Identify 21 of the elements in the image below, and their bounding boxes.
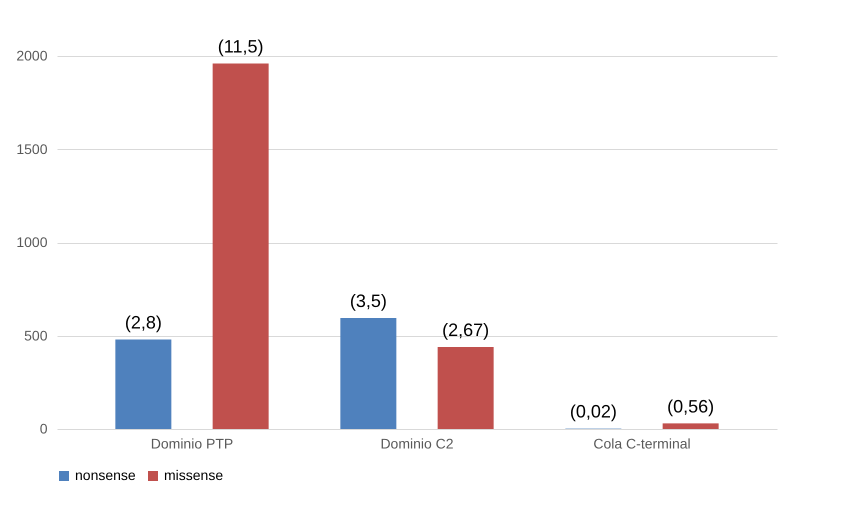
bar xyxy=(438,346,494,429)
annotation: (2,67) xyxy=(442,320,490,340)
annotation: (2,8) xyxy=(124,312,162,332)
text: (11,5) xyxy=(218,36,264,56)
x-tick-label: Dominio PTP xyxy=(150,436,234,452)
y-tick-label: 1500 xyxy=(16,140,48,157)
legend-label: missense xyxy=(164,467,224,483)
annotation: (0,02) xyxy=(570,402,617,422)
annotation: (3,5) xyxy=(350,291,387,312)
y-tick-label: 2000 xyxy=(16,48,48,64)
annotation: (0,56) xyxy=(667,396,714,416)
bar xyxy=(115,339,172,429)
bar xyxy=(662,423,719,429)
y-tick-label: 0 xyxy=(40,420,48,436)
bar xyxy=(340,318,396,429)
bar xyxy=(212,63,269,429)
x-tick-label: Dominio C2 xyxy=(380,436,454,452)
y-tick-label: 500 xyxy=(24,327,48,344)
legend-label: nonsense xyxy=(75,467,136,483)
y-tick-label: 1000 xyxy=(16,234,48,250)
x-tick-label: Cola C-terminal xyxy=(593,436,691,452)
